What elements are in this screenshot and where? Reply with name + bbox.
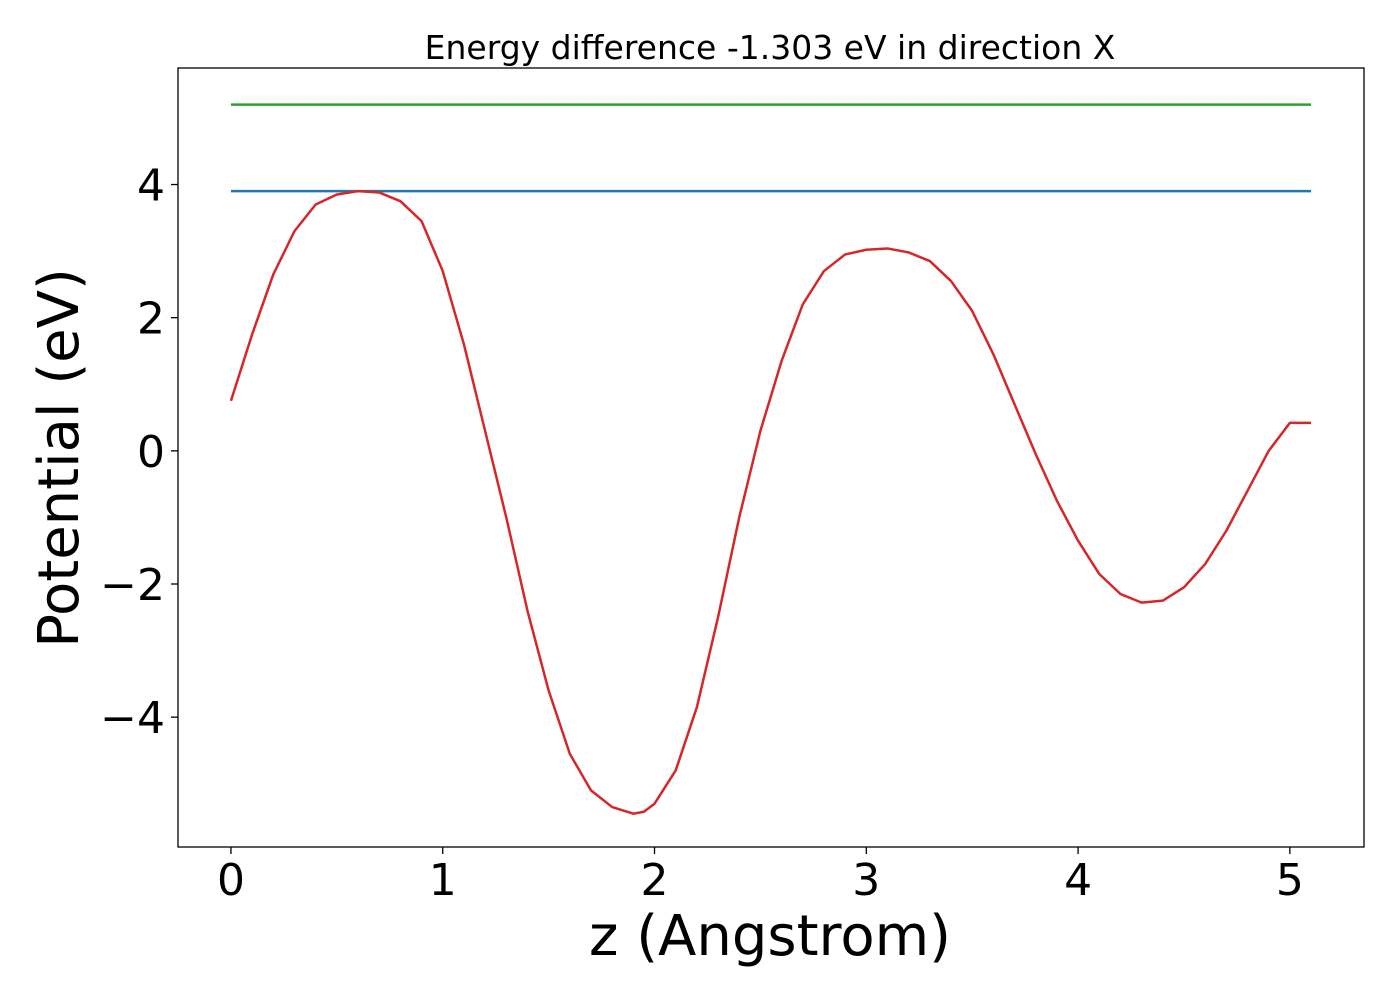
y-tick-label: −4 <box>100 693 165 744</box>
y-tick-label: 0 <box>137 427 165 478</box>
x-tick-label: 0 <box>217 855 245 906</box>
x-axis-ticks: 0 1 2 3 4 5 <box>217 847 1304 906</box>
y-axis-ticks: −4 −2 0 2 4 <box>100 161 178 744</box>
y-tick-label: 4 <box>137 161 165 212</box>
x-axis-label: z (Angstrom) <box>589 904 951 969</box>
y-tick-label: 2 <box>137 294 165 345</box>
plot-frame <box>177 67 1365 848</box>
chart-title: Energy difference -1.303 eV in direction… <box>425 28 1116 67</box>
x-tick-label: 5 <box>1276 855 1304 906</box>
y-tick-label: −2 <box>100 560 165 611</box>
series-layer <box>229 103 1312 815</box>
series-line-0 <box>229 189 1312 815</box>
y-axis-label: Potential (eV) <box>27 268 92 648</box>
x-tick-label: 1 <box>429 855 457 906</box>
x-tick-label: 4 <box>1064 855 1092 906</box>
x-tick-label: 2 <box>641 855 669 906</box>
x-tick-label: 3 <box>852 855 880 906</box>
